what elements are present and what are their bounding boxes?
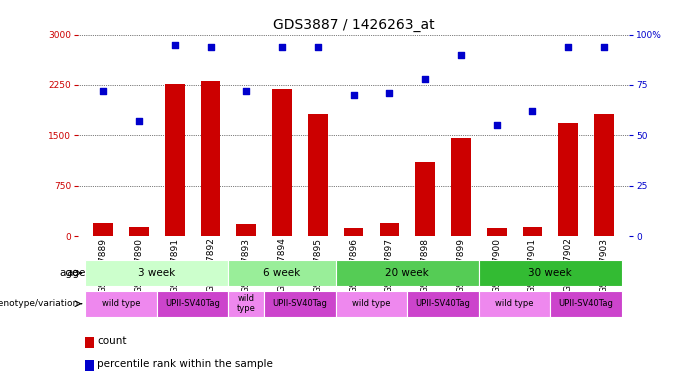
Point [456, 52, 466, 58]
Text: 30 week: 30 week [528, 268, 572, 278]
Point [241, 88, 252, 94]
Bar [479, 260, 622, 286]
Bar [550, 291, 622, 317]
Bar [237, 224, 256, 236]
Text: percentile rank within the sample: percentile rank within the sample [97, 359, 273, 369]
Point [420, 76, 430, 82]
Bar [93, 223, 113, 236]
Bar [336, 291, 407, 317]
Text: UPII-SV40Tag: UPII-SV40Tag [165, 299, 220, 308]
Point [491, 122, 502, 128]
Point [169, 41, 180, 48]
Text: UPII-SV40Tag: UPII-SV40Tag [273, 299, 327, 308]
Text: wild type: wild type [352, 299, 391, 308]
Bar [165, 84, 184, 236]
Bar [265, 291, 336, 317]
Text: 3 week: 3 week [138, 268, 175, 278]
Bar [86, 291, 157, 317]
Bar [451, 138, 471, 236]
Bar [86, 260, 228, 286]
Bar [379, 223, 399, 236]
Text: wild
type: wild type [237, 294, 256, 313]
Text: 20 week: 20 week [386, 268, 429, 278]
Point [348, 92, 359, 98]
Bar [308, 114, 328, 236]
Bar [415, 162, 435, 236]
Bar [479, 291, 550, 317]
Text: genotype/variation: genotype/variation [0, 299, 79, 308]
Point [312, 44, 323, 50]
Bar [523, 227, 542, 236]
Text: age: age [59, 268, 79, 278]
Bar [228, 291, 265, 317]
Bar [272, 89, 292, 236]
Point [205, 44, 216, 50]
Bar [228, 260, 336, 286]
Text: UPII-SV40Tag: UPII-SV40Tag [559, 299, 613, 308]
Text: wild type: wild type [102, 299, 140, 308]
Point [277, 44, 288, 50]
Text: UPII-SV40Tag: UPII-SV40Tag [415, 299, 471, 308]
Bar [558, 122, 578, 236]
Text: count: count [97, 336, 126, 346]
Bar [487, 228, 507, 236]
Text: age: age [66, 268, 86, 278]
Bar [336, 260, 479, 286]
Point [98, 88, 109, 94]
Text: 6 week: 6 week [263, 268, 301, 278]
Point [527, 108, 538, 114]
Text: wild type: wild type [495, 299, 534, 308]
Bar [157, 291, 228, 317]
Bar [344, 228, 363, 236]
Point [598, 44, 609, 50]
Point [133, 118, 144, 124]
Bar [407, 291, 479, 317]
Title: GDS3887 / 1426263_at: GDS3887 / 1426263_at [273, 18, 435, 32]
Point [563, 44, 574, 50]
Bar [129, 227, 149, 236]
Point [384, 90, 395, 96]
Bar [201, 81, 220, 236]
Bar [594, 114, 614, 236]
